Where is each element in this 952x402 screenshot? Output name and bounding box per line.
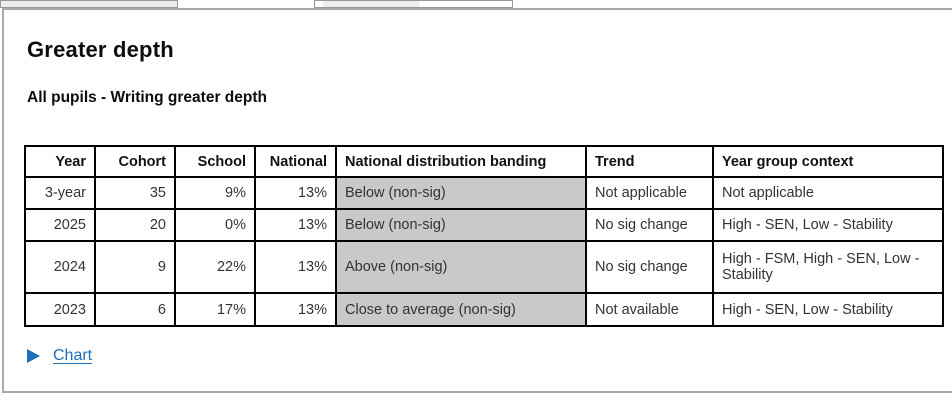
- cell-year: 2025: [24, 208, 96, 242]
- table-row: 2024 9 22% 13% Above (non-sig) No sig change H…: [24, 240, 944, 294]
- table-body: 3-year 35 9% 13% Below (non-sig) Not applicab…: [24, 176, 944, 327]
- cell-cohort: 6: [94, 292, 176, 327]
- col-header-trend: Trend: [585, 145, 714, 178]
- col-header-cohort: Cohort: [94, 145, 176, 178]
- cell-national-distribution-banding: Above (non-sig): [335, 240, 587, 294]
- cell-trend: No sig change: [585, 208, 714, 242]
- cell-national: 13%: [254, 176, 337, 210]
- cell-national-distribution-banding: Below (non-sig): [335, 208, 587, 242]
- results-table: Year Cohort School National National distrib…: [24, 145, 944, 327]
- cell-year: 2024: [24, 240, 96, 294]
- col-header-year: Year: [24, 145, 96, 178]
- cell-trend: Not available: [585, 292, 714, 327]
- cell-national: 13%: [254, 292, 337, 327]
- cell-cohort: 9: [94, 240, 176, 294]
- cell-year: 3-year: [24, 176, 96, 210]
- cell-school: 22%: [174, 240, 256, 294]
- table-row: 2023 6 17% 13% Close to average (non-sig) Not…: [24, 292, 944, 327]
- cell-year-group-context: Not applicable: [712, 176, 944, 210]
- cell-national-distribution-banding: Close to average (non-sig): [335, 292, 587, 327]
- cell-national-distribution-banding: Below (non-sig): [335, 176, 587, 210]
- greater-depth-panel: Greater depth All pupils - Writing great…: [2, 8, 952, 393]
- chart-link[interactable]: Chart: [53, 347, 93, 364]
- cell-year-group-context: High - FSM, High - SEN, Low - Stability: [712, 240, 944, 294]
- cell-national: 13%: [254, 240, 337, 294]
- table-header-row: Year Cohort School National National distrib…: [24, 145, 944, 178]
- col-header-national-distribution-banding: National distribution banding: [335, 145, 587, 178]
- cell-school: 9%: [174, 176, 256, 210]
- results-table-wrap: Year Cohort School National National distrib…: [24, 145, 944, 327]
- cell-year: 2023: [24, 292, 96, 327]
- cell-cohort: 20: [94, 208, 176, 242]
- page-subtitle: All pupils - Writing greater depth: [27, 89, 267, 106]
- page-title: Greater depth: [27, 37, 174, 62]
- tab-remnant-right[interactable]: [314, 0, 513, 8]
- cell-school: 17%: [174, 292, 256, 327]
- right-triangle-icon: [27, 349, 40, 363]
- table-row: 2025 20 0% 13% Below (non-sig) No sig change H…: [24, 208, 944, 242]
- tab-remnant-left[interactable]: [0, 0, 178, 8]
- cell-trend: Not applicable: [585, 176, 714, 210]
- col-header-year-group-context: Year group context: [712, 145, 944, 178]
- col-header-school: School: [174, 145, 256, 178]
- cell-national: 13%: [254, 208, 337, 242]
- table-row: 3-year 35 9% 13% Below (non-sig) Not applicab…: [24, 176, 944, 210]
- cell-school: 0%: [174, 208, 256, 242]
- cell-cohort: 35: [94, 176, 176, 210]
- col-header-national: National: [254, 145, 337, 178]
- cell-year-group-context: High - SEN, Low - Stability: [712, 292, 944, 327]
- cell-trend: No sig change: [585, 240, 714, 294]
- cell-year-group-context: High - SEN, Low - Stability: [712, 208, 944, 242]
- chart-toggle[interactable]: Chart: [27, 347, 92, 365]
